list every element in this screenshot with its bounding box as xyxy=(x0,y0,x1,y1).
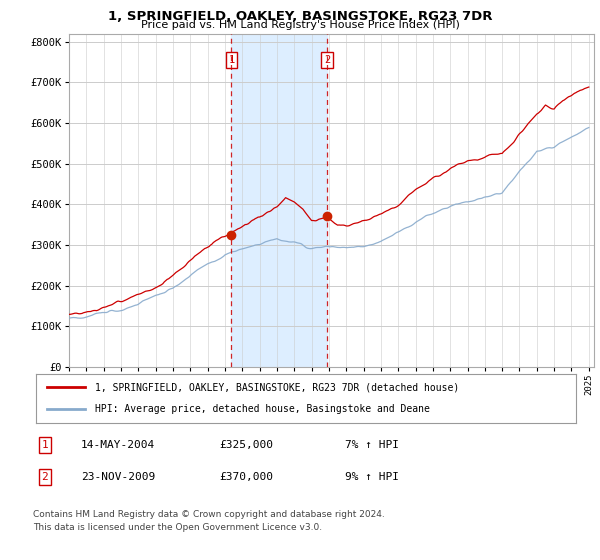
Text: 14-MAY-2004: 14-MAY-2004 xyxy=(81,440,155,450)
Text: 23-NOV-2009: 23-NOV-2009 xyxy=(81,472,155,482)
Text: 1: 1 xyxy=(41,440,49,450)
Text: 9% ↑ HPI: 9% ↑ HPI xyxy=(345,472,399,482)
Text: £325,000: £325,000 xyxy=(219,440,273,450)
Text: HPI: Average price, detached house, Basingstoke and Deane: HPI: Average price, detached house, Basi… xyxy=(95,404,430,414)
Text: 1, SPRINGFIELD, OAKLEY, BASINGSTOKE, RG23 7DR (detached house): 1, SPRINGFIELD, OAKLEY, BASINGSTOKE, RG2… xyxy=(95,382,460,393)
Text: Contains HM Land Registry data © Crown copyright and database right 2024.: Contains HM Land Registry data © Crown c… xyxy=(33,510,385,519)
Text: This data is licensed under the Open Government Licence v3.0.: This data is licensed under the Open Gov… xyxy=(33,523,322,532)
Text: 2: 2 xyxy=(324,55,330,65)
Text: 1: 1 xyxy=(228,55,235,65)
Text: 7% ↑ HPI: 7% ↑ HPI xyxy=(345,440,399,450)
Text: Price paid vs. HM Land Registry's House Price Index (HPI): Price paid vs. HM Land Registry's House … xyxy=(140,20,460,30)
Bar xyxy=(232,34,327,367)
Text: 2: 2 xyxy=(41,472,49,482)
Text: £370,000: £370,000 xyxy=(219,472,273,482)
Text: 1, SPRINGFIELD, OAKLEY, BASINGSTOKE, RG23 7DR: 1, SPRINGFIELD, OAKLEY, BASINGSTOKE, RG2… xyxy=(108,10,492,23)
